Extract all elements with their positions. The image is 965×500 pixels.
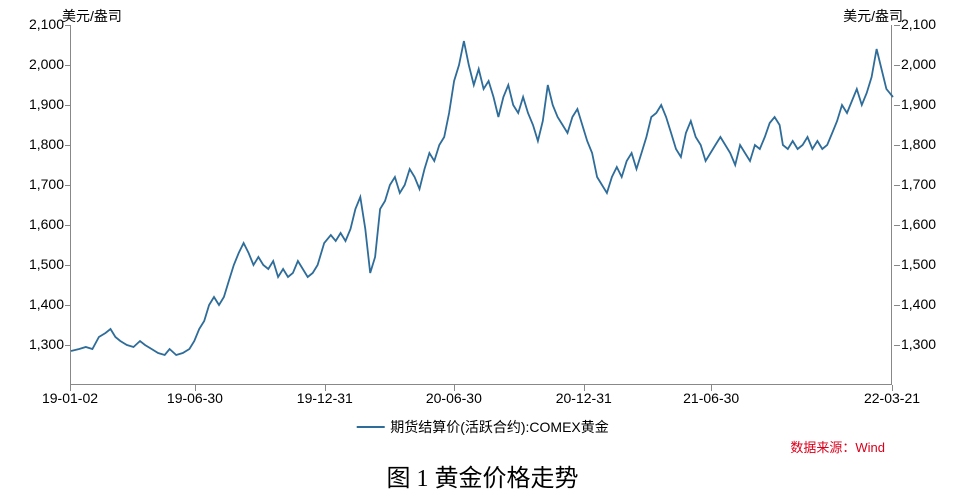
x-tick-label: 20-06-30 [426,390,482,406]
figure-caption: 图 1 黄金价格走势 [387,458,579,493]
x-tick-mark [711,385,712,391]
y-tick-label-right: 1,800 [901,136,945,152]
x-tick-mark [70,385,71,391]
y-tick-mark [894,65,900,66]
chart-container: 美元/盎司 美元/盎司 1,300 1,300 1,400 1,400 1,500 1,5… [0,0,965,500]
y-tick-mark [65,185,71,186]
y-tick-label-right: 1,700 [901,176,945,192]
legend-label: 期货结算价(活跃合约):COMEX黄金 [390,417,609,437]
y-tick-mark [894,225,900,226]
y-tick-mark [894,305,900,306]
y-axis-title-left: 美元/盎司 [62,6,122,26]
y-tick-mark [894,265,900,266]
y-tick-label-right: 1,600 [901,216,945,232]
x-tick-label: 21-06-30 [683,390,739,406]
y-tick-label-left: 1,700 [20,176,64,192]
x-tick-mark [454,385,455,391]
y-tick-mark [65,25,71,26]
y-tick-mark [65,105,71,106]
y-tick-label-right: 1,300 [901,336,945,352]
y-tick-mark [894,25,900,26]
y-tick-label-right: 2,000 [901,56,945,72]
y-tick-label-left: 1,800 [20,136,64,152]
chart-legend: 期货结算价(活跃合约):COMEX黄金 [356,417,609,437]
y-tick-label-left: 1,900 [20,96,64,112]
source-text: Wind [855,440,885,455]
data-source: 数据来源：Wind [790,437,885,456]
x-tick-mark [892,385,893,391]
y-tick-mark [894,345,900,346]
y-tick-label-right: 1,900 [901,96,945,112]
plot-area [70,25,892,385]
y-tick-mark [65,225,71,226]
line-chart-svg [71,25,891,384]
y-tick-label-left: 2,100 [20,16,64,32]
y-tick-label-right: 1,500 [901,256,945,272]
y-axis-title-right: 美元/盎司 [843,6,903,26]
y-tick-mark [65,305,71,306]
x-tick-mark [584,385,585,391]
y-tick-mark [65,345,71,346]
y-tick-mark [65,145,71,146]
y-tick-label-right: 2,100 [901,16,945,32]
y-tick-mark [894,105,900,106]
source-prefix: 数据来源： [790,440,855,455]
y-tick-label-left: 2,000 [20,56,64,72]
x-tick-label: 20-12-31 [556,390,612,406]
legend-swatch [356,426,384,428]
x-tick-label: 19-06-30 [167,390,223,406]
y-tick-mark [894,185,900,186]
y-tick-mark [65,65,71,66]
y-tick-label-left: 1,500 [20,256,64,272]
x-tick-mark [195,385,196,391]
x-tick-label: 19-01-02 [42,390,98,406]
x-tick-mark [325,385,326,391]
y-tick-mark [894,145,900,146]
y-tick-mark [65,265,71,266]
y-tick-label-left: 1,300 [20,336,64,352]
x-tick-label: 22-03-21 [864,390,920,406]
y-tick-label-left: 1,600 [20,216,64,232]
x-tick-label: 19-12-31 [297,390,353,406]
price-series-line [71,41,893,355]
y-tick-label-right: 1,400 [901,296,945,312]
y-tick-label-left: 1,400 [20,296,64,312]
